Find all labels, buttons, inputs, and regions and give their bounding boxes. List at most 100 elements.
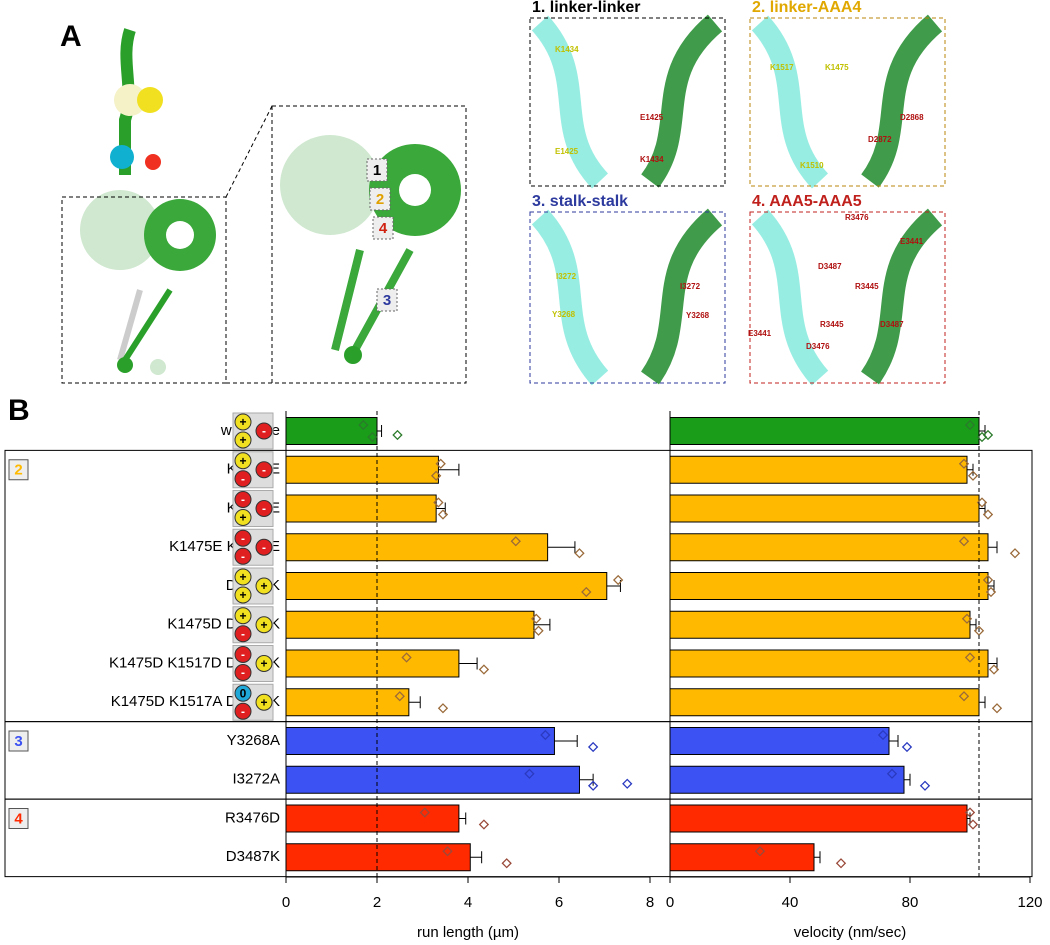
x-tick-label: 8: [646, 894, 654, 911]
data-point: [961, 613, 973, 624]
residue-label: Y3268: [552, 310, 576, 319]
group-badge: [8, 808, 29, 829]
error-bar: [533, 618, 551, 631]
data-point: [982, 429, 994, 441]
charge-sign: +: [239, 588, 246, 602]
data-point: [988, 664, 1000, 675]
helix: [860, 208, 943, 385]
data-point: [581, 586, 592, 598]
residue-label: E1425: [555, 147, 579, 156]
data-point: [622, 778, 633, 789]
charge-icon: [234, 607, 252, 625]
data-point: [612, 574, 624, 586]
residue-label: E1425: [640, 113, 664, 122]
charge-icon: [234, 491, 252, 508]
charge-sign: 0: [240, 686, 247, 700]
residue-label: R3476: [845, 213, 869, 222]
data-point: [964, 652, 976, 663]
data-point: [540, 729, 551, 741]
x-tick-label: 0: [282, 894, 290, 911]
charge-icon: [234, 509, 252, 526]
bar: [285, 649, 460, 678]
data-point: [587, 780, 599, 791]
data-point: [437, 509, 449, 520]
charge-sign: +: [239, 570, 246, 584]
bar: [669, 804, 968, 833]
data-point: [967, 819, 979, 830]
charge-icon: [234, 529, 252, 547]
data-point: [967, 470, 979, 481]
residue-label: I3272: [556, 272, 577, 281]
charge-icon: [255, 616, 273, 634]
error-bar: [547, 541, 576, 554]
charge-sign: +: [260, 579, 267, 593]
residue-label: Y3268: [686, 311, 710, 320]
bar: [285, 533, 549, 562]
charge-icon: [255, 422, 273, 440]
x-tick-label: 4: [464, 894, 472, 911]
charge-icon: [234, 586, 252, 604]
charge-sign: -: [262, 502, 266, 516]
helix: [860, 14, 943, 188]
bar: [669, 610, 971, 639]
x-tick-label: 0: [666, 894, 674, 911]
x-tick-label: 6: [555, 894, 563, 911]
category-label: D3487K: [226, 848, 280, 865]
data-point: [754, 846, 766, 857]
helix: [640, 208, 723, 385]
data-point: [958, 458, 970, 469]
category-label: R3476D: [225, 809, 280, 826]
data-point: [478, 819, 490, 830]
charge-sign: -: [241, 549, 245, 563]
bar: [669, 455, 968, 484]
data-point: [478, 664, 490, 675]
helix: [751, 209, 829, 386]
data-point: [392, 429, 403, 441]
error-bar: [904, 773, 911, 786]
group-label: 2: [14, 462, 22, 479]
bar: [669, 727, 890, 755]
data-point: [991, 703, 1003, 714]
panel-label: A: [60, 20, 82, 53]
residue-label: R3445: [855, 282, 879, 291]
residue-label: E3441: [900, 237, 924, 246]
data-point: [574, 548, 585, 559]
error-bar: [606, 580, 621, 592]
charge-icon: [255, 577, 273, 595]
data-point: [401, 652, 412, 663]
bar: [285, 688, 410, 717]
data-point: [982, 574, 994, 586]
charge-icon: [234, 452, 252, 470]
charge-icon: [234, 684, 252, 702]
region-box: [372, 216, 394, 240]
box-title: 3. stalk-stalk: [532, 193, 628, 210]
bar: [285, 572, 608, 600]
charge-sign: +: [260, 695, 267, 709]
data-point: [976, 497, 988, 508]
group-label: 3: [14, 733, 22, 750]
bar: [669, 688, 980, 717]
charge-icon: [234, 568, 252, 586]
data-point: [1009, 548, 1021, 559]
error-bar: [579, 773, 594, 786]
charge-icon: [234, 646, 252, 663]
panel-label: B: [8, 394, 30, 427]
charge-sign: +: [260, 657, 267, 671]
data-point: [437, 703, 449, 714]
charge-sign: +: [239, 454, 246, 468]
image-frame: [749, 211, 946, 384]
charge-icon: [255, 538, 273, 556]
error-bar: [970, 618, 977, 631]
bar: [285, 843, 471, 872]
charge-icon: [234, 547, 252, 565]
x-tick-label: 2: [373, 894, 381, 911]
residue-label: D2868: [900, 113, 924, 122]
bar: [285, 494, 437, 523]
data-point: [430, 470, 442, 481]
box-title: 1. linker-linker: [532, 0, 641, 16]
data-point: [524, 768, 535, 779]
data-point: [982, 509, 994, 520]
residue-label: D3487: [818, 262, 842, 271]
error-bar: [554, 735, 578, 747]
